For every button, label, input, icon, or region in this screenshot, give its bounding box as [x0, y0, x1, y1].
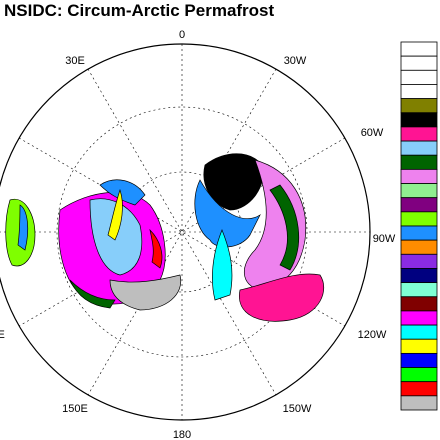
colorbar-box: [400, 55, 438, 71]
colorbar-box: [400, 338, 438, 354]
colorbar-box: [400, 154, 438, 170]
longitude-label: 30W: [284, 55, 307, 67]
colorbar-box: [400, 112, 438, 128]
colorbar-box: [400, 140, 438, 156]
colorbar-box: [400, 41, 438, 57]
longitude-label: 150W: [283, 403, 312, 415]
colorbar-box: [400, 98, 438, 114]
colorbar-box: [400, 253, 438, 269]
colorbar-box: [400, 211, 438, 227]
colorbar-box: [400, 225, 438, 241]
colorbar-box: [400, 381, 438, 397]
longitude-label: 150E: [62, 403, 88, 415]
longitude-label: 60W: [361, 127, 384, 139]
colorbar-box: [400, 395, 438, 411]
colorbar-box: [400, 126, 438, 142]
longitude-label: 30E: [65, 55, 85, 67]
colorbar-box: [400, 183, 438, 199]
colorbar-box: [400, 352, 438, 368]
longitude-label: 120E: [0, 329, 5, 341]
colorbar-box: [400, 239, 438, 255]
title: NSIDC: Circum-Arctic Permafrost: [4, 1, 275, 20]
colorbar-box: [400, 268, 438, 284]
longitude-label: 90W: [373, 233, 396, 245]
longitude-label: 0: [179, 29, 185, 41]
longitude-label: 180: [173, 429, 191, 440]
colorbar-box: [400, 168, 438, 184]
polar-map: [0, 43, 371, 421]
colorbar-box: [400, 282, 438, 298]
longitude-label: 120W: [358, 329, 387, 341]
longitude-labels: 030W60W90W120W150W180150E120E60E30E: [0, 29, 396, 440]
colorbar-box: [400, 296, 438, 312]
colorbar-box: [400, 84, 438, 100]
colorbar-box: [400, 310, 438, 326]
colorbar-box: [400, 69, 438, 85]
colorbar-box: [400, 197, 438, 213]
colorbar-box: [400, 367, 438, 383]
colorbar: [400, 41, 438, 411]
colorbar-box: [400, 324, 438, 340]
